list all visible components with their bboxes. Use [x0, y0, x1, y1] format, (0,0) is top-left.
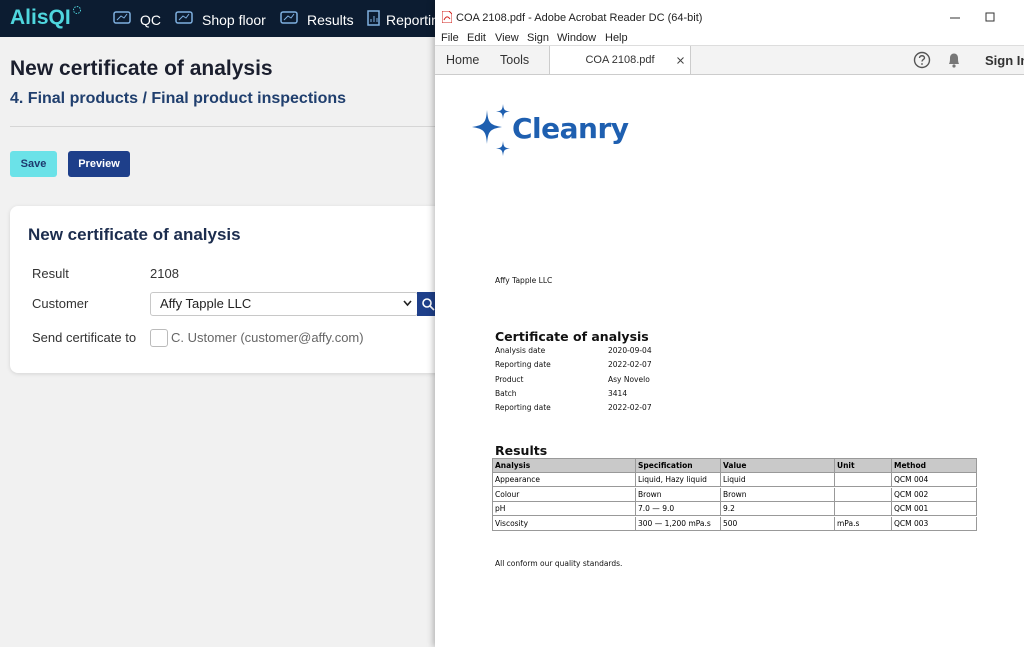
field-label: Result — [32, 266, 69, 281]
tab-bar: Home Tools COA 2108.pdf Sign In — [435, 45, 1024, 75]
logo-mark — [73, 6, 81, 14]
preview-button[interactable]: Preview — [68, 151, 130, 177]
table-cell: Viscosity — [493, 516, 636, 531]
document-heading: Certificate of analysis — [495, 329, 649, 344]
close-tab[interactable] — [677, 57, 684, 64]
nav-item[interactable]: Results — [307, 12, 354, 28]
search-icon — [422, 298, 435, 311]
detail-value: 2022-02-07 — [608, 403, 652, 413]
table-cell: QCM 004 — [892, 473, 977, 488]
menu-item[interactable]: Help — [605, 32, 628, 44]
table-cell: Liquid, Hazy liquid — [636, 473, 721, 488]
table-cell: 500 — [721, 516, 835, 531]
home-tab[interactable]: Home — [446, 53, 480, 67]
column-header: Unit — [835, 459, 892, 473]
detail-label: Product — [495, 374, 524, 384]
table-cell: Liquid — [721, 473, 835, 488]
table-cell: QCM 001 — [892, 502, 977, 517]
menu-item[interactable]: Sign — [527, 32, 550, 44]
tools-tab[interactable]: Tools — [500, 53, 530, 67]
nav-item[interactable]: Reporting — [386, 12, 447, 28]
checkbox[interactable] — [150, 329, 168, 347]
window-title: COA 2108.pdf - Adobe Acrobat Reader DC (… — [456, 12, 703, 24]
tab-label: COA 2108.pdf — [585, 54, 655, 66]
acrobat-window: COA 2108.pdf - Adobe Acrobat Reader DC (… — [435, 0, 1024, 647]
customer-select[interactable]: Affy Tapple LLC — [150, 292, 418, 316]
recipient: Affy Tapple LLC — [495, 276, 553, 285]
table-cell — [835, 487, 892, 502]
nav-item[interactable]: QC — [140, 12, 161, 28]
field-label: Customer — [32, 296, 89, 311]
nav-item[interactable]: Shop floor — [202, 12, 266, 28]
table-cell: QCM 002 — [892, 487, 977, 502]
form-card: New certificate of analysis Result 2108 … — [10, 206, 450, 373]
chevron — [403, 300, 412, 307]
detail-value: 2022-02-07 — [608, 360, 652, 370]
save-button[interactable]: Save — [10, 151, 57, 177]
divider — [10, 126, 440, 127]
notification-icon[interactable] — [947, 52, 961, 68]
brand-stars — [472, 104, 510, 156]
table-cell: Brown — [636, 487, 721, 502]
results-table: Analysis Specification Value Unit Method Appe… — [492, 458, 977, 531]
menu-item[interactable]: File — [441, 32, 459, 44]
page-title: New certificate of analysis — [10, 57, 273, 80]
document-tab[interactable]: COA 2108.pdf — [549, 46, 691, 74]
table-cell — [835, 502, 892, 517]
detail-value: 3414 — [608, 388, 628, 398]
detail-label: Reporting date — [495, 403, 551, 413]
table-cell: Colour — [493, 487, 636, 502]
results-heading: Results — [495, 443, 548, 458]
field-label: Send certificate to — [32, 330, 137, 345]
card-title: New certificate of analysis — [28, 225, 241, 244]
table-cell: QCM 003 — [892, 516, 977, 531]
detail-value: 2020-09-04 — [608, 346, 652, 355]
table-cell — [835, 473, 892, 488]
table-cell: 9.2 — [721, 502, 835, 517]
table-cell: Appearance — [493, 473, 636, 488]
nav-icon — [367, 10, 380, 26]
recipient[interactable]: C. Ustomer (customer@affy.com) — [171, 330, 364, 345]
logo[interactable]: AlisQI — [10, 6, 71, 29]
table-cell: pH — [493, 502, 636, 517]
table-cell: Brown — [721, 487, 835, 502]
detail-label: Batch — [495, 388, 517, 398]
nav-icon — [113, 11, 131, 24]
table-cell: 300 — 1,200 mPa.s — [636, 516, 721, 531]
search-button[interactable] — [417, 292, 439, 316]
nav-icon — [175, 11, 193, 24]
sign-in[interactable]: Sign In — [985, 53, 1024, 68]
detail-label: Analysis date — [495, 346, 546, 355]
table-cell: mPa.s — [835, 516, 892, 531]
footer-note: All conform our quality standards. — [495, 559, 623, 568]
table-cell: 7.0 — 9.0 — [636, 502, 721, 517]
column-header: Value — [721, 459, 835, 473]
menu-item[interactable]: Window — [557, 32, 597, 44]
breadcrumb[interactable]: 4. Final products / Final product inspec… — [10, 90, 347, 107]
menu-item[interactable]: Edit — [467, 32, 486, 44]
window-controls[interactable] — [950, 12, 1020, 24]
pdf-icon — [442, 11, 452, 23]
help-icon[interactable] — [913, 51, 931, 69]
pdf-page: Cleanry Affy Tapple LLC Certificate of a… — [435, 74, 1024, 647]
detail-value: Asy Novelo — [608, 374, 650, 384]
field-value: 2108 — [150, 266, 179, 281]
brand-name: Cleanry — [512, 112, 629, 145]
menu-item[interactable]: View — [495, 32, 519, 44]
nav-icon — [280, 11, 298, 24]
select-value: Affy Tapple LLC — [160, 296, 252, 311]
column-header: Specification — [636, 459, 721, 473]
column-header: Method — [892, 459, 977, 473]
detail-label: Reporting date — [495, 360, 551, 370]
column-header: Analysis — [493, 459, 636, 473]
